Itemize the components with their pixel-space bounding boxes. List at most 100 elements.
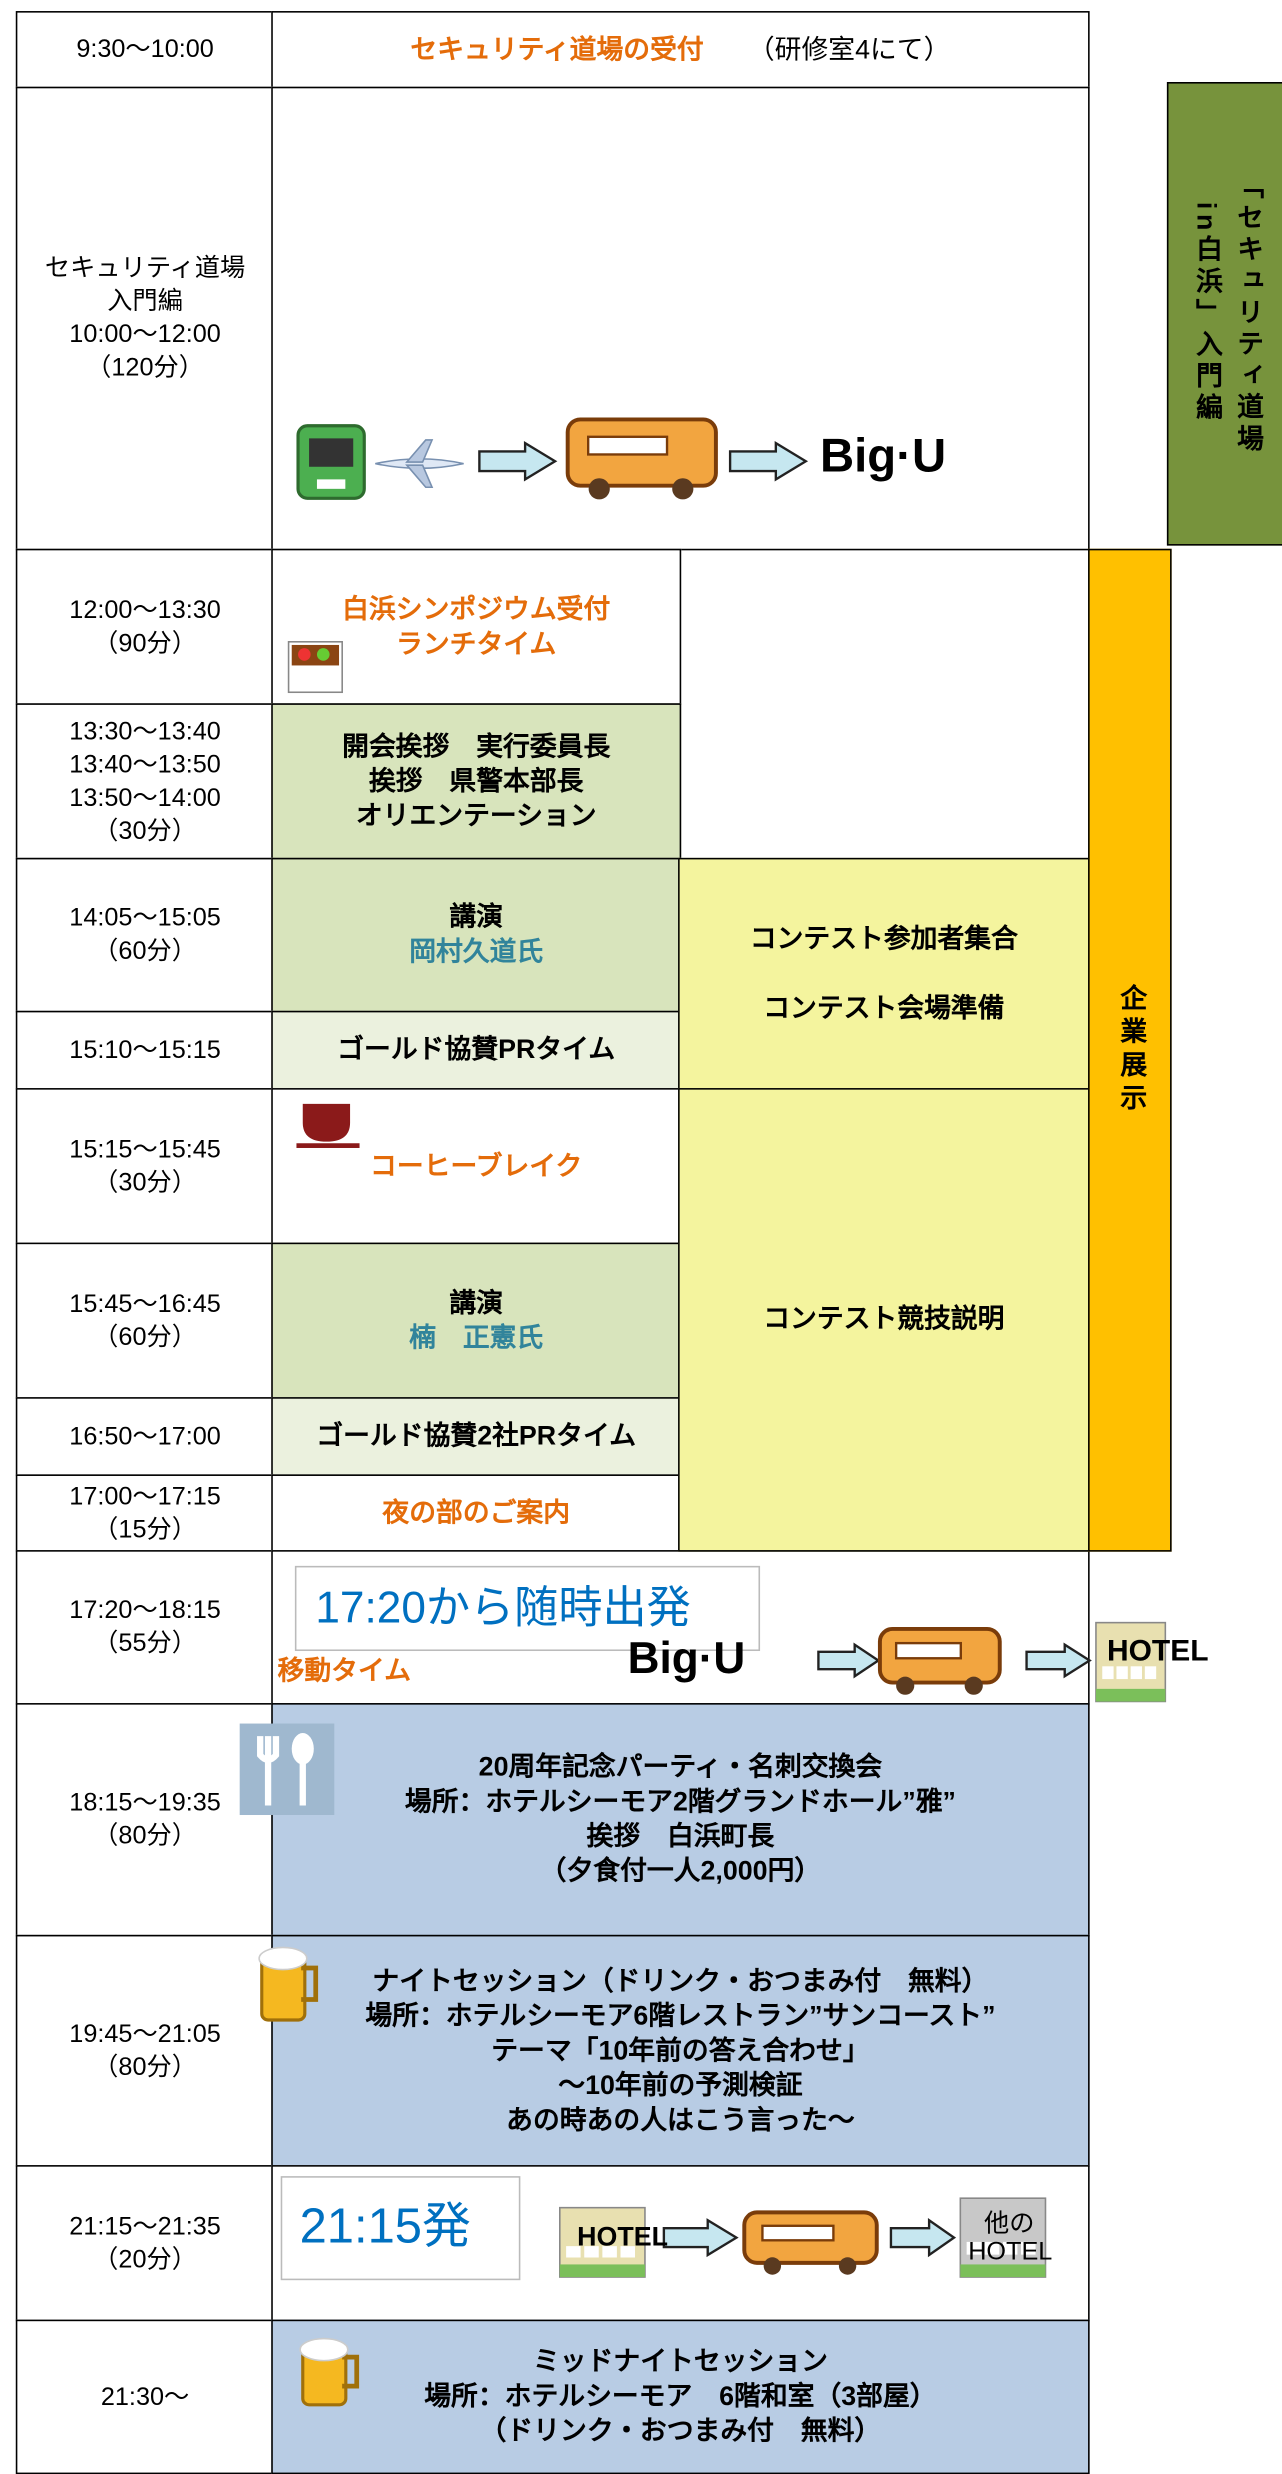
content-text: Big·U bbox=[627, 1633, 746, 1683]
time-cell: 12:00〜13:30 （90分） bbox=[15, 548, 275, 705]
icon-part bbox=[239, 1723, 335, 1816]
icon-part bbox=[1102, 1666, 1114, 1680]
icon-part bbox=[258, 1946, 308, 1971]
icon bbox=[742, 2210, 879, 2275]
content-text: 移動タイム bbox=[277, 1655, 412, 1686]
icon-part bbox=[889, 2218, 957, 2258]
icon bbox=[478, 441, 558, 482]
time-cell: 13:30〜13:40 13:40〜13:50 13:50〜14:00 （30分） bbox=[15, 703, 275, 860]
dojo-banner: 「セキュリティ道場 in白浜」入門編 bbox=[1166, 81, 1282, 546]
icon-part bbox=[316, 479, 346, 489]
content-text: （研修室4にて） bbox=[747, 33, 951, 64]
icon bbox=[299, 2337, 360, 2407]
icon-part bbox=[728, 441, 809, 482]
time-cell: 19:45〜21:05 （80分） bbox=[15, 1934, 275, 2167]
content-text: 開会挨拶 実行委員長 bbox=[342, 730, 611, 761]
icon-part bbox=[301, 1965, 319, 2002]
icon bbox=[817, 1642, 881, 1679]
icon-part bbox=[405, 439, 434, 489]
icon-part bbox=[662, 2218, 739, 2258]
icon-part bbox=[964, 1676, 983, 1695]
icon-part bbox=[296, 1143, 360, 1148]
content-text: 他の bbox=[983, 2210, 1035, 2238]
time-text: 18:15〜19:35 bbox=[69, 1789, 221, 1817]
time-text: 15:10〜15:15 bbox=[69, 1036, 221, 1064]
content-text: Big·U bbox=[819, 430, 947, 483]
icon bbox=[239, 1723, 335, 1816]
content-text: 講演 bbox=[449, 901, 504, 932]
content-text: 夜の部のご案内 bbox=[382, 1497, 571, 1528]
time-cell: 21:30〜 bbox=[15, 2319, 275, 2474]
time-cell: 17:00〜17:15 （15分） bbox=[15, 1474, 275, 1552]
banner-text: in白浜」入門編 bbox=[1191, 202, 1222, 426]
content-text: 21:15発 bbox=[299, 2198, 471, 2254]
content-cell: ゴールド協賛2社PRタイム bbox=[271, 1397, 682, 1476]
content-cell: セキュリティ道場の受付 （研修室4にて） bbox=[271, 11, 1090, 89]
time-cell: 15:10〜15:15 bbox=[15, 1010, 275, 1090]
icon-part bbox=[1116, 1666, 1128, 1680]
icon-part bbox=[299, 2337, 349, 2362]
time-cell: 17:20〜18:15 （55分） bbox=[15, 1550, 275, 1705]
contest-prep: コンテスト参加者集合 コンテスト会場準備 bbox=[678, 857, 1090, 1090]
time-text: 15:15〜15:45 bbox=[69, 1136, 221, 1163]
icon-part bbox=[763, 2257, 782, 2275]
content-text: 20周年記念パーティ・名刺交換会 bbox=[478, 1751, 883, 1782]
icon-part bbox=[966, 2241, 982, 2255]
icon-part bbox=[672, 478, 694, 500]
time-text: （20分） bbox=[93, 2246, 197, 2274]
icon bbox=[258, 1946, 319, 2022]
time-text: 15:45〜16:45 bbox=[69, 1290, 221, 1318]
time-text: 9:30〜10:00 bbox=[76, 36, 214, 64]
time-text: 10:00〜12:00 bbox=[69, 321, 221, 349]
label-box bbox=[294, 1565, 761, 1652]
icon-part bbox=[302, 1103, 351, 1142]
expo-bar: 企業展示 bbox=[1088, 548, 1172, 1552]
content-cell: 開会挨拶 実行委員長 挨拶 県警本部長 オリエンテーション bbox=[271, 703, 682, 860]
content-text: 場所：ホテルシーモア 6階和室（3部屋） bbox=[424, 2381, 937, 2412]
icon-part bbox=[257, 1736, 280, 1806]
icon-part bbox=[1095, 1621, 1167, 1703]
icon-part bbox=[1025, 1642, 1092, 1679]
content-text: コーヒーブレイク bbox=[370, 1150, 583, 1181]
icon-part bbox=[291, 1733, 314, 1765]
icon-part bbox=[620, 2246, 636, 2258]
icon bbox=[889, 2218, 957, 2258]
icon-part bbox=[1130, 1666, 1142, 1680]
content-cell: ゴールド協賛PRタイム bbox=[271, 1010, 682, 1090]
time-cell: 18:15〜19:35 （80分） bbox=[15, 1703, 275, 1937]
icon-part bbox=[587, 435, 669, 456]
content-text: HOTEL bbox=[1106, 1635, 1209, 1669]
expo-text: 企業展示 bbox=[1115, 983, 1146, 1117]
time-text: 13:40〜13:50 bbox=[69, 751, 221, 779]
content-text: ナイトセッション（ドリンク・おつまみ付 無料） bbox=[372, 1965, 989, 1996]
time-text: 21:15〜21:35 bbox=[69, 2213, 221, 2240]
icon-part bbox=[1021, 2241, 1036, 2255]
content-text: 場所：ホテルシーモア6階レストラン”サンコースト” bbox=[365, 2000, 996, 2031]
content-text: 挨拶 白浜町長 bbox=[586, 1821, 775, 1852]
icon-part bbox=[584, 2246, 599, 2258]
icon-part bbox=[896, 1676, 915, 1695]
content-text: セキュリティ道場の受付 bbox=[410, 33, 704, 64]
time-text: （55分） bbox=[93, 1630, 197, 1658]
icon-part bbox=[566, 2246, 581, 2258]
time-text: （80分） bbox=[93, 1822, 197, 1850]
icon-part bbox=[298, 648, 311, 661]
time-text: （90分） bbox=[93, 629, 197, 657]
icon bbox=[287, 641, 343, 694]
icon-part bbox=[1144, 1666, 1157, 1680]
content-text: HOTEL bbox=[968, 2239, 1053, 2267]
content-text: ゴールド協賛PRタイム bbox=[337, 1034, 616, 1065]
icon-part bbox=[478, 441, 558, 482]
time-text: 13:30〜13:40 bbox=[69, 718, 221, 746]
time-text: 入門編 bbox=[107, 288, 183, 316]
icon bbox=[728, 441, 809, 482]
time-text: 19:45〜21:05 bbox=[69, 2020, 221, 2048]
time-cell: 14:05〜15:05 （60分） bbox=[15, 857, 275, 1013]
label-box bbox=[280, 2176, 521, 2281]
time-text: 14:05〜15:05 bbox=[69, 905, 221, 932]
time-text: 17:00〜17:15 bbox=[69, 1483, 221, 1510]
time-text: （30分） bbox=[93, 817, 197, 845]
content-text: ゴールド協賛2社PRタイム bbox=[316, 1420, 637, 1451]
icon bbox=[1095, 1621, 1167, 1703]
